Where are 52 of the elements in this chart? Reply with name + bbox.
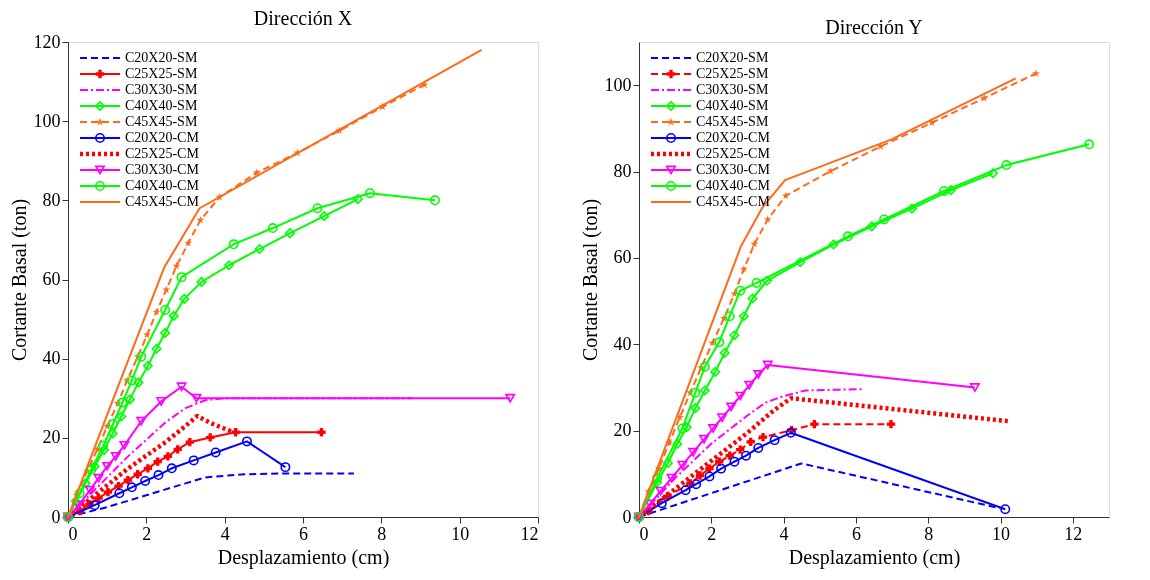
x-tick-label: 0 <box>639 523 649 544</box>
legend-label: C45X45-CM <box>125 194 200 209</box>
y-tick-label: 120 <box>33 31 61 52</box>
legend-label: C40X40-SM <box>696 98 769 113</box>
x-tick-label: 4 <box>220 523 230 544</box>
x-axis-title: Desplazamiento (cm) <box>788 545 961 569</box>
y-tick-label: 80 <box>42 189 61 210</box>
y-tick-label: 40 <box>42 348 61 369</box>
legend-label: C20X20-SM <box>125 50 198 65</box>
chart-title: Dirección X <box>253 7 353 29</box>
legend-label: C45X45-SM <box>696 114 769 129</box>
y-axis-title: Cortante Basal (ton) <box>578 198 602 362</box>
y-tick-label: 0 <box>51 506 61 527</box>
x-tick-label: 12 <box>520 523 539 544</box>
chart-title: Dirección Y <box>825 16 923 38</box>
y-tick-label: 60 <box>42 269 61 289</box>
legend-label: C30X30-SM <box>696 82 769 97</box>
y-tick-label: 0 <box>622 506 632 527</box>
x-tick-label: 2 <box>142 523 152 544</box>
legend-label: C20X20-CM <box>696 130 771 145</box>
legend-label: C40X40-SM <box>125 98 198 113</box>
y-tick-label: 100 <box>604 74 632 95</box>
x-tick-label: 8 <box>924 523 934 544</box>
y-tick-label: 60 <box>613 247 632 268</box>
x-tick-label: 8 <box>377 523 387 544</box>
legend-label: C30X30-SM <box>125 82 198 97</box>
legend-label: C40X40-CM <box>125 178 200 193</box>
legend-label: C25X25-CM <box>125 146 200 161</box>
legend-label: C30X30-CM <box>125 162 200 177</box>
x-tick-label: 4 <box>779 523 789 544</box>
x-tick-label: 2 <box>707 523 717 544</box>
x-tick-label: 10 <box>992 523 1011 544</box>
x-tick-label: 0 <box>68 523 78 544</box>
legend-label: C20X20-CM <box>125 130 200 145</box>
legend-label: C40X40-CM <box>696 178 771 193</box>
y-tick-label: 20 <box>42 427 61 448</box>
x-axis-title: Desplazamiento (cm) <box>217 545 390 569</box>
legend-label: C25X25-SM <box>696 66 769 81</box>
x-tick-label: 6 <box>851 523 861 544</box>
legend-label: C45X45-SM <box>125 114 198 129</box>
legend-label: C25X25-CM <box>696 146 771 161</box>
x-tick-label: 6 <box>299 523 308 544</box>
y-tick-label: 80 <box>613 161 632 182</box>
x-tick-label: 12 <box>1064 523 1083 544</box>
y-axis-title: Cortante Basal (ton) <box>7 198 31 362</box>
y-tick-label: 20 <box>613 420 632 441</box>
y-tick-label: 100 <box>33 110 61 131</box>
legend-label: C30X30-CM <box>696 162 771 177</box>
legend-label: C25X25-SM <box>125 66 198 81</box>
legend-label: C20X20-SM <box>696 50 769 65</box>
y-tick-label: 40 <box>613 333 632 354</box>
x-tick-label: 10 <box>451 523 470 544</box>
